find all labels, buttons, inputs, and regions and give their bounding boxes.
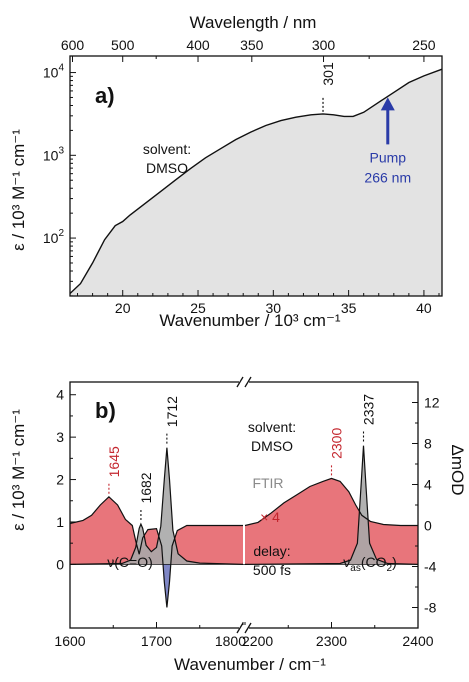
transient-curve bbox=[69, 495, 243, 608]
y-tick-label-1e3: 103 bbox=[43, 145, 65, 163]
peak-2337-label: 2337 bbox=[361, 394, 377, 425]
carbonyl-mode-label: ν(C=O) bbox=[107, 554, 153, 570]
y-axis-label-b: ε / 10³ M⁻¹ cm⁻¹ bbox=[9, 409, 28, 531]
y-axis-ticks-b: 0 1 2 3 4 bbox=[56, 387, 76, 572]
y2-tick-label--8: -8 bbox=[424, 600, 437, 616]
transient-curve bbox=[244, 477, 418, 527]
x-tick-label-2300: 2300 bbox=[316, 633, 347, 649]
axis-break-marks bbox=[236, 376, 252, 634]
y2-axis-label-b: ΔmOD bbox=[448, 444, 467, 495]
absorption-spectrum bbox=[69, 68, 443, 296]
y2-tick-label-0: 0 bbox=[424, 518, 432, 534]
x2-tick-label-600: 600 bbox=[61, 37, 85, 53]
break-slash-right bbox=[244, 376, 252, 388]
y2-axis-ticks-b: -8 -4 0 4 8 12 bbox=[412, 395, 440, 616]
peak-1712-label: 1712 bbox=[164, 396, 180, 427]
y2-tick-label--4: -4 bbox=[424, 559, 437, 575]
delay-label: delay: bbox=[253, 543, 290, 559]
co2-mode-label: νas(CO2) bbox=[343, 554, 396, 574]
peak-301-label: 301 bbox=[320, 62, 336, 86]
pump-wavelength-label: 266 nm bbox=[364, 169, 411, 185]
panel-label-b: b) bbox=[95, 398, 116, 423]
x-axis-label-a: Wavenumber / 10³ cm⁻¹ bbox=[159, 311, 341, 330]
solvent-label-a: solvent: bbox=[143, 141, 191, 157]
break-slash-left bbox=[236, 376, 244, 388]
break-slash-left bbox=[236, 622, 244, 634]
x-tick-label-2400: 2400 bbox=[402, 633, 433, 649]
x2-tick-label-300: 300 bbox=[312, 37, 336, 53]
absorption-fill bbox=[70, 69, 442, 296]
pump-arrow-head bbox=[380, 97, 395, 111]
peak-1682-label: 1682 bbox=[138, 472, 154, 503]
x-tick-label-40: 40 bbox=[416, 300, 432, 316]
peak-1645-label: 1645 bbox=[106, 446, 122, 477]
x-tick-label-2200: 2200 bbox=[242, 633, 273, 649]
y-tick-label-0: 0 bbox=[56, 556, 64, 572]
x-axis-label-b: Wavenumber / cm⁻¹ bbox=[174, 655, 326, 674]
transient-positive-fill bbox=[245, 478, 418, 565]
x-axis-ticks-a: 20 25 30 35 40 bbox=[77, 290, 440, 316]
y-tick-label-4: 4 bbox=[56, 387, 64, 403]
scale-factor-label: × 4 bbox=[260, 509, 280, 525]
x-tick-label-20: 20 bbox=[115, 300, 131, 316]
x-tick-label-25: 25 bbox=[190, 300, 206, 316]
y-axis-ticks-a: 102 103 104 bbox=[43, 63, 76, 297]
y-tick-label-1e2: 102 bbox=[43, 228, 65, 246]
x-tick-label-1800: 1800 bbox=[215, 633, 246, 649]
y-axis-label-a: ε / 10³ M⁻¹ cm⁻¹ bbox=[9, 129, 28, 251]
x-tick-label-35: 35 bbox=[341, 300, 357, 316]
x-tick-label-1700: 1700 bbox=[141, 633, 172, 649]
x2-tick-label-400: 400 bbox=[186, 37, 210, 53]
annotations-a: 301 solvent: DMSO Pump 266 nm bbox=[143, 62, 411, 185]
annotations-b: 1645 1682 1712 2300 2337 solvent: DMSO FTIR × 4 d… bbox=[106, 394, 397, 578]
ir-spectra bbox=[69, 445, 419, 608]
delay-value: 500 fs bbox=[253, 562, 291, 578]
y-tick-label-3: 3 bbox=[56, 429, 64, 445]
ftir-curve bbox=[244, 445, 419, 565]
absorption-curve bbox=[69, 68, 443, 295]
solvent-name-a: DMSO bbox=[146, 160, 188, 176]
y-tick-label-2: 2 bbox=[56, 472, 64, 488]
x2-tick-label-350: 350 bbox=[240, 37, 264, 53]
x2-tick-label-500: 500 bbox=[111, 37, 135, 53]
ftir-curve bbox=[69, 447, 244, 565]
top-axis-ticks: 600 500 400 350 300 250 bbox=[61, 37, 436, 62]
solvent-name-b: DMSO bbox=[251, 438, 293, 454]
panel-a: Wavelength / nm 600 500 400 350 300 250 10210… bbox=[9, 13, 443, 330]
y-tick-label-1e4: 104 bbox=[43, 63, 65, 81]
y-tick-label-1: 1 bbox=[56, 514, 64, 530]
panel-label-a: a) bbox=[95, 83, 115, 108]
peak-2300-label: 2300 bbox=[329, 428, 345, 459]
x-tick-label-1600: 1600 bbox=[54, 633, 85, 649]
solvent-label-b: solvent: bbox=[248, 419, 296, 435]
pump-label: Pump bbox=[369, 149, 406, 165]
y2-tick-label-12: 12 bbox=[424, 395, 440, 411]
break-slash-right bbox=[244, 622, 252, 634]
top-axis-label: Wavelength / nm bbox=[190, 13, 317, 32]
y2-tick-label-8: 8 bbox=[424, 436, 432, 452]
x2-tick-label-250: 250 bbox=[412, 37, 436, 53]
break-gap bbox=[239, 625, 249, 631]
x-tick-label-30: 30 bbox=[266, 300, 282, 316]
break-gap bbox=[239, 379, 249, 385]
ftir-label: FTIR bbox=[252, 475, 283, 491]
y2-tick-label-4: 4 bbox=[424, 477, 432, 493]
plot-frame-a bbox=[69, 55, 443, 297]
